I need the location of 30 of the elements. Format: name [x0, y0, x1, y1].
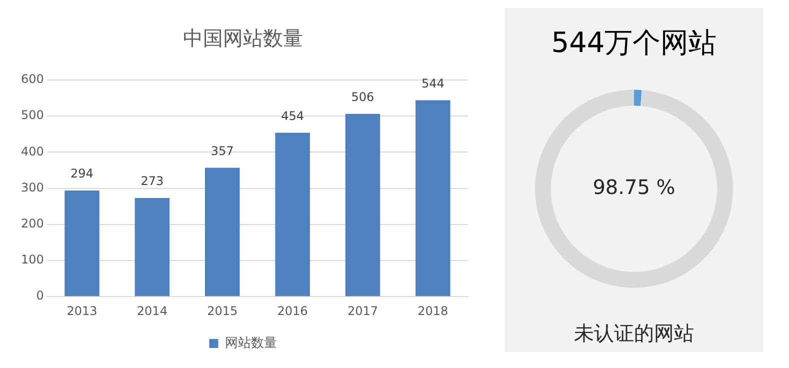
data-label: 98.75 %	[592, 175, 676, 200]
y-tick-label: 0	[36, 288, 44, 303]
bar	[64, 190, 100, 296]
x-tick-label: 2015	[207, 304, 238, 318]
y-tick-label: 600	[21, 72, 44, 86]
slice-label: 未认证的网站	[574, 321, 694, 345]
bar	[134, 198, 170, 296]
bar	[275, 132, 310, 296]
chart-title: 中国网站数量	[183, 26, 303, 50]
data-label: 544	[421, 76, 444, 90]
bar	[345, 114, 380, 296]
x-tick-label: 2013	[66, 304, 98, 318]
bar	[204, 168, 240, 296]
data-label: 506	[351, 90, 374, 104]
y-tick-label: 400	[21, 144, 44, 158]
data-label: 454	[281, 108, 304, 123]
data-label: 294	[70, 166, 94, 181]
data-label: 273	[140, 174, 164, 188]
bar	[416, 100, 450, 296]
y-tick-label: 200	[21, 216, 44, 231]
chart-title: 544万个网站	[551, 26, 717, 60]
x-tick-label: 2017	[347, 304, 378, 318]
x-tick-label: 2018	[418, 304, 448, 318]
x-tick-label: 2014	[136, 304, 168, 318]
data-label: 357	[210, 144, 234, 158]
y-tick-label: 500	[21, 108, 44, 122]
y-tick-label: 100	[21, 252, 44, 267]
legend-label: 网站数量	[224, 336, 277, 351]
x-tick-label: 2016	[277, 304, 308, 318]
y-tick-label: 300	[21, 180, 44, 194]
